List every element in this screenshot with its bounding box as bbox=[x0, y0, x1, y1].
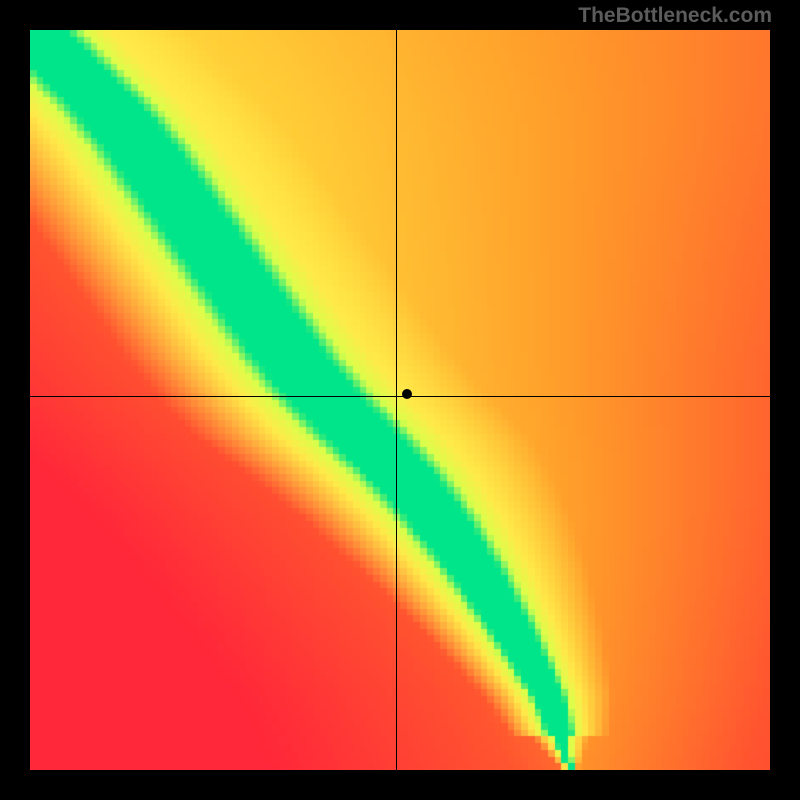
watermark-text: TheBottleneck.com bbox=[578, 4, 772, 28]
crosshair-horizontal bbox=[30, 396, 770, 397]
crosshair-vertical bbox=[396, 30, 397, 770]
heatmap-canvas bbox=[30, 30, 770, 770]
marker-point bbox=[402, 389, 412, 399]
heatmap-plot bbox=[30, 30, 770, 770]
